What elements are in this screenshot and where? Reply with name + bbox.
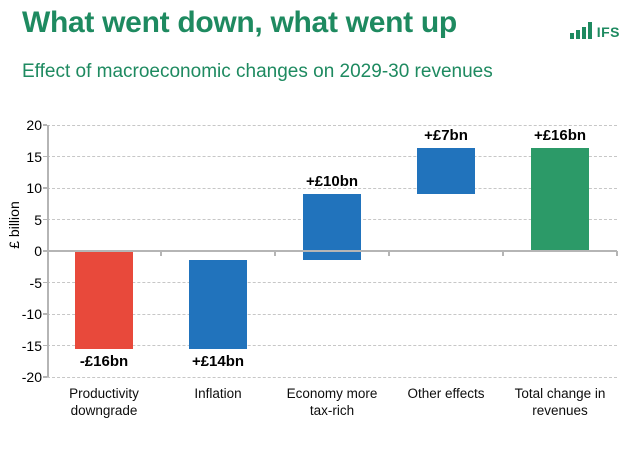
y-tick-mark — [43, 376, 47, 378]
gridline — [47, 124, 617, 126]
category-label-economy-more-tax-rich: Economy more tax-rich — [286, 386, 378, 419]
category-label-inflation: Inflation — [194, 386, 242, 401]
gridline — [47, 376, 617, 378]
y-tick-label: 20 — [26, 117, 42, 133]
bar-chart-icon — [569, 22, 592, 39]
y-tick-mark — [43, 155, 47, 158]
x-tick-mark — [502, 251, 504, 256]
x-tick-mark — [160, 251, 162, 256]
category-label-other-effects: Other effects — [407, 386, 485, 401]
gridline — [47, 156, 617, 157]
x-axis-line — [47, 250, 617, 252]
y-tick-label: 0 — [34, 243, 42, 259]
x-tick-mark — [616, 251, 618, 256]
bar-value-label-inflation: +£14bn — [191, 352, 245, 370]
page-title: What went down, what went up — [22, 6, 457, 39]
y-tick-label: -5 — [29, 274, 42, 291]
y-tick-label: -10 — [21, 306, 42, 322]
chart-subtitle: Effect of macroeconomic changes on 2029-… — [22, 61, 493, 82]
y-tick-label: 5 — [34, 211, 42, 228]
gridline — [47, 313, 617, 315]
gridline — [47, 187, 617, 189]
y-tick-mark — [43, 281, 47, 284]
category-label-total-change-in-revenues: Total change in revenues — [514, 386, 606, 419]
y-tick-label: 10 — [26, 180, 42, 196]
ifs-logo-text: IFS — [596, 24, 620, 41]
bar-value-label-total-change-in-revenues: +£16bn — [533, 127, 587, 145]
y-tick-label: 15 — [26, 148, 42, 165]
bar-total-change-in-revenues — [531, 148, 589, 251]
bar-value-label-other-effects: +£7bn — [424, 127, 468, 145]
y-tick-mark — [43, 344, 47, 347]
y-tick-mark — [43, 218, 47, 221]
bar-value-label-economy-more-tax-rich: +£10bn — [305, 173, 359, 191]
gridline — [47, 345, 617, 346]
y-tick-mark — [43, 250, 47, 252]
x-tick-mark — [274, 251, 276, 256]
ifs-logo: IFS — [569, 22, 620, 41]
bar-productivity-downgrade — [75, 251, 133, 349]
gridline — [47, 282, 617, 283]
bar-inflation — [189, 260, 247, 349]
bar-economy-more-tax-rich — [303, 194, 361, 261]
y-tick-mark — [43, 187, 47, 189]
y-tick-label: -15 — [21, 337, 42, 354]
x-tick-mark — [388, 251, 390, 256]
y-tick-mark — [43, 124, 47, 126]
y-tick-mark — [43, 313, 47, 315]
y-tick-label: -20 — [21, 369, 42, 385]
bar-other-effects — [417, 148, 475, 195]
category-label-productivity-downgrade: Productivity downgrade — [69, 386, 139, 419]
bar-value-label-productivity-downgrade: -£16bn — [79, 352, 129, 370]
